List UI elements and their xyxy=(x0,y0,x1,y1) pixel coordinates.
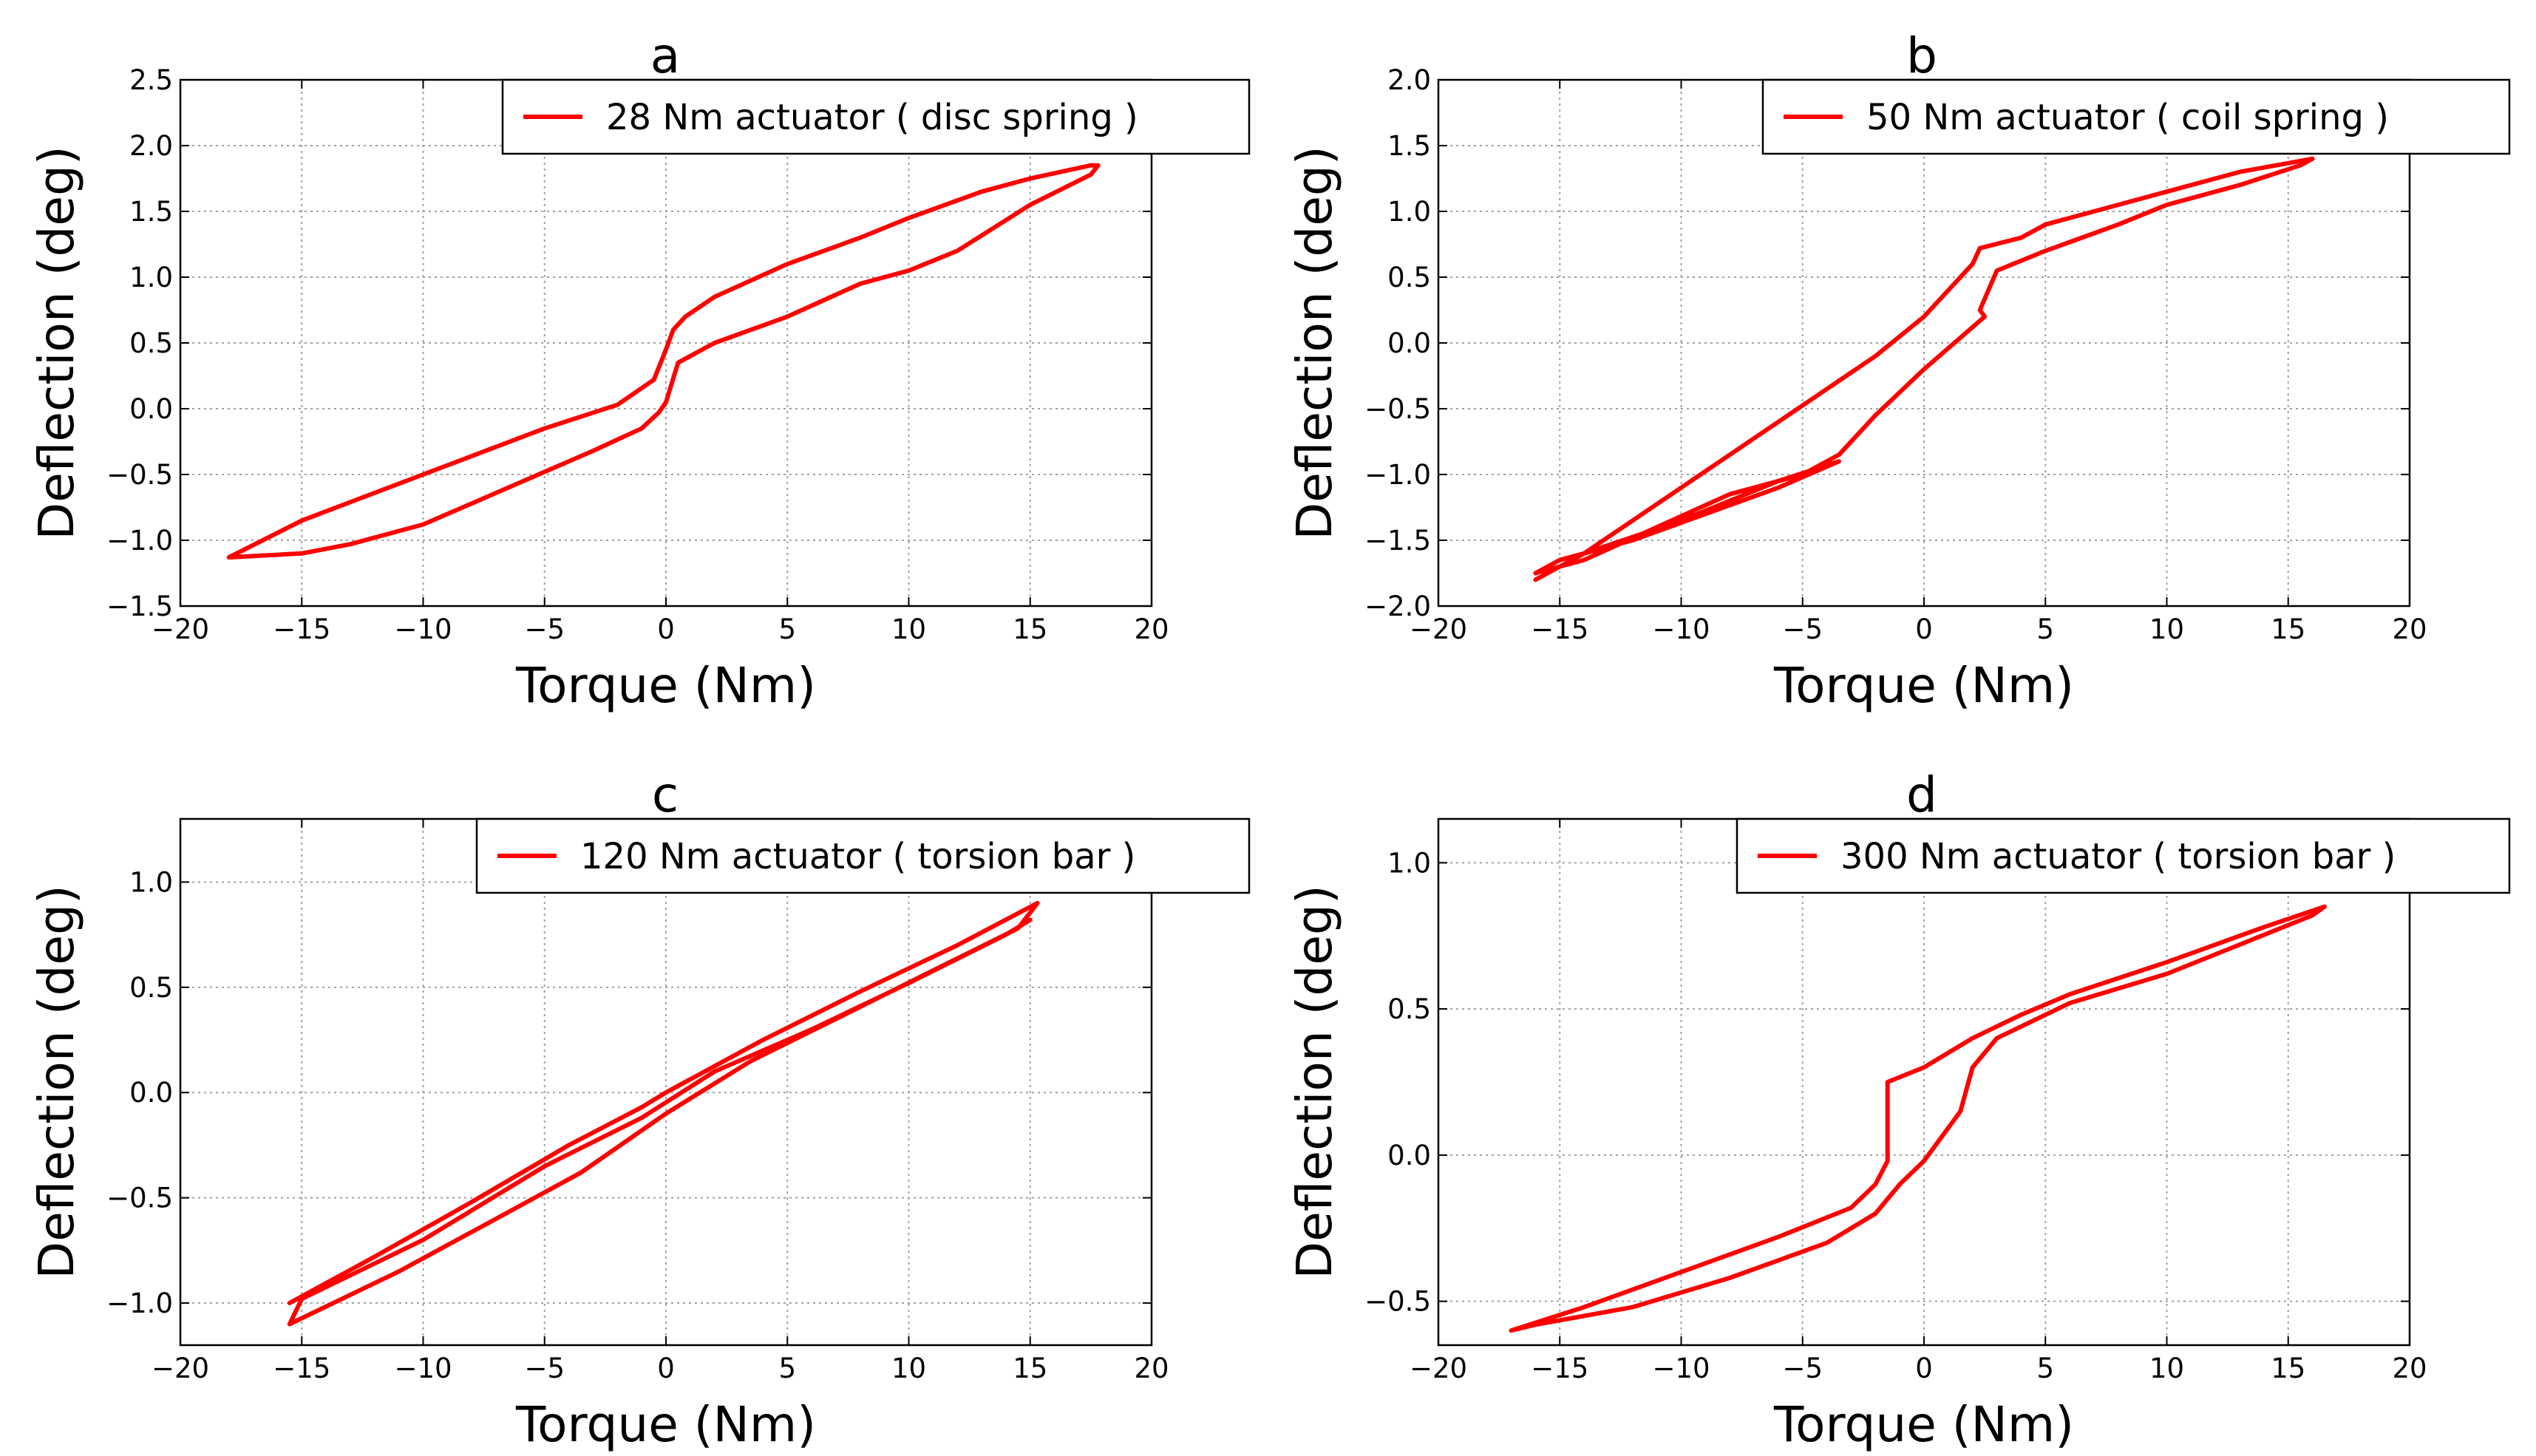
x-tick-label: 15 xyxy=(1013,1353,1047,1384)
panel-title: b xyxy=(1906,27,1937,84)
x-tick-label: −15 xyxy=(273,1353,330,1384)
x-tick-label: −15 xyxy=(273,613,330,645)
x-tick-label: 0 xyxy=(657,613,675,645)
x-tick-label: 0 xyxy=(1915,1353,1933,1384)
x-tick-label: −5 xyxy=(524,1353,565,1384)
legend-label: 50 Nm actuator ( coil spring ) xyxy=(1866,97,2389,138)
x-tick-label: 20 xyxy=(1134,1353,1169,1384)
x-tick-label: 20 xyxy=(2392,613,2427,645)
y-tick-label: −0.5 xyxy=(1364,1286,1431,1318)
x-tick-label: 0 xyxy=(657,1353,675,1384)
y-tick-label: 0.5 xyxy=(129,972,173,1004)
y-axis-label: Deflection (deg) xyxy=(28,885,85,1279)
y-tick-label: 1.0 xyxy=(1387,847,1431,879)
y-tick-label: 0.0 xyxy=(129,393,173,425)
series-line xyxy=(1533,156,2315,582)
x-tick-label: −5 xyxy=(1782,613,1823,645)
x-tick-label: −10 xyxy=(1652,613,1710,645)
legend-label: 120 Nm actuator ( torsion bar ) xyxy=(580,836,1135,877)
x-tick-label: 10 xyxy=(891,1353,926,1384)
y-tick-label: 0.0 xyxy=(1387,1140,1431,1171)
y-tick-label: 1.5 xyxy=(129,196,173,228)
y-tick-label: 2.0 xyxy=(1387,64,1431,96)
x-tick-label: 15 xyxy=(2271,613,2305,645)
y-axis-label: Deflection (deg) xyxy=(28,146,85,540)
y-tick-label: 0.5 xyxy=(1387,262,1431,293)
x-tick-label: 5 xyxy=(2036,1353,2054,1384)
x-axis-label: Torque (Nm) xyxy=(1773,1396,2074,1453)
legend-box xyxy=(1761,78,2511,155)
panel-a: −20 −15 −10 −5 0 5 10 15 20 −1.5 −1.0 −0.5 0.0 0.5 1.0… xyxy=(28,27,1251,714)
panel-c: −20 −15 −10 −5 0 5 10 15 20 −1.0 −0.5 0.0 0.5 1.0 Torq… xyxy=(28,766,1251,1453)
x-tick-label: 15 xyxy=(2271,1353,2305,1384)
y-tick-label: −0.5 xyxy=(106,1183,173,1214)
x-tick-label: −10 xyxy=(1652,1353,1710,1384)
y-tick-label: −1.0 xyxy=(1364,459,1431,491)
y-axis-label: Deflection (deg) xyxy=(1286,146,1343,540)
series-line xyxy=(287,900,1040,1327)
x-tick-label: −20 xyxy=(152,613,209,645)
legend-box xyxy=(475,817,1251,894)
x-axis-label: Torque (Nm) xyxy=(515,1396,816,1453)
x-tick-label: −15 xyxy=(1531,613,1588,645)
legend-label: 28 Nm actuator ( disc spring ) xyxy=(606,97,1138,138)
legend-box xyxy=(1736,817,2511,894)
legend-label: 300 Nm actuator ( torsion bar ) xyxy=(1840,836,2396,877)
x-tick-label: 15 xyxy=(1013,613,1047,645)
y-tick-label: 0.0 xyxy=(1387,327,1431,359)
y-tick-label: −1.5 xyxy=(106,591,173,622)
y-axis-label: Deflection (deg) xyxy=(1286,885,1343,1279)
y-tick-label: −1.5 xyxy=(1364,525,1431,557)
series-line xyxy=(226,163,1101,560)
y-tick-label: −1.0 xyxy=(106,525,173,557)
x-tick-label: 10 xyxy=(2149,613,2184,645)
x-tick-label: 0 xyxy=(1915,613,1933,645)
x-tick-label: 5 xyxy=(778,613,796,645)
x-tick-label: −5 xyxy=(1782,1353,1823,1384)
x-tick-label: −15 xyxy=(1531,1353,1588,1384)
x-tick-label: 10 xyxy=(891,613,926,645)
legend-box xyxy=(501,78,1251,155)
y-tick-label: −2.0 xyxy=(1364,591,1431,622)
x-axis-label: Torque (Nm) xyxy=(1773,657,2074,714)
x-tick-label: −10 xyxy=(394,1353,452,1384)
y-tick-label: 1.0 xyxy=(1387,196,1431,228)
y-tick-label: 2.0 xyxy=(129,130,173,162)
series-line xyxy=(1509,904,2327,1333)
y-tick-label: 1.0 xyxy=(129,866,173,898)
y-tick-label: −0.5 xyxy=(1364,393,1431,425)
panel-title: d xyxy=(1906,766,1937,823)
y-tick-label: 0.5 xyxy=(1387,993,1431,1025)
panel-title: c xyxy=(652,766,679,823)
y-tick-label: 1.5 xyxy=(1387,130,1431,162)
panel-d: −20 −15 −10 −5 0 5 10 15 20 −0.5 0.0 0.5 1.0 Torque (… xyxy=(1286,766,2511,1453)
x-tick-label: −10 xyxy=(394,613,452,645)
x-tick-label: 5 xyxy=(2036,613,2054,645)
panel-b: −20 −15 −10 −5 0 5 10 15 20 −2.0 −1.5 −1.0 −0.5 0.0 0.… xyxy=(1286,27,2511,714)
y-tick-label: 1.0 xyxy=(129,262,173,293)
x-tick-label: −5 xyxy=(524,613,565,645)
x-axis-label: Torque (Nm) xyxy=(515,657,816,714)
x-tick-label: 20 xyxy=(2392,1353,2427,1384)
y-tick-label: −1.0 xyxy=(106,1287,173,1319)
panel-title: a xyxy=(650,27,680,84)
y-tick-label: 0.5 xyxy=(129,327,173,359)
y-tick-label: −0.5 xyxy=(106,459,173,491)
x-tick-label: −20 xyxy=(1410,613,1467,645)
x-tick-label: −20 xyxy=(152,1353,209,1384)
x-tick-label: −20 xyxy=(1410,1353,1467,1384)
x-tick-label: 10 xyxy=(2149,1353,2184,1384)
x-tick-label: 5 xyxy=(778,1353,796,1384)
y-tick-label: 2.5 xyxy=(129,64,173,96)
x-tick-label: 20 xyxy=(1134,613,1169,645)
y-tick-label: 0.0 xyxy=(129,1077,173,1109)
